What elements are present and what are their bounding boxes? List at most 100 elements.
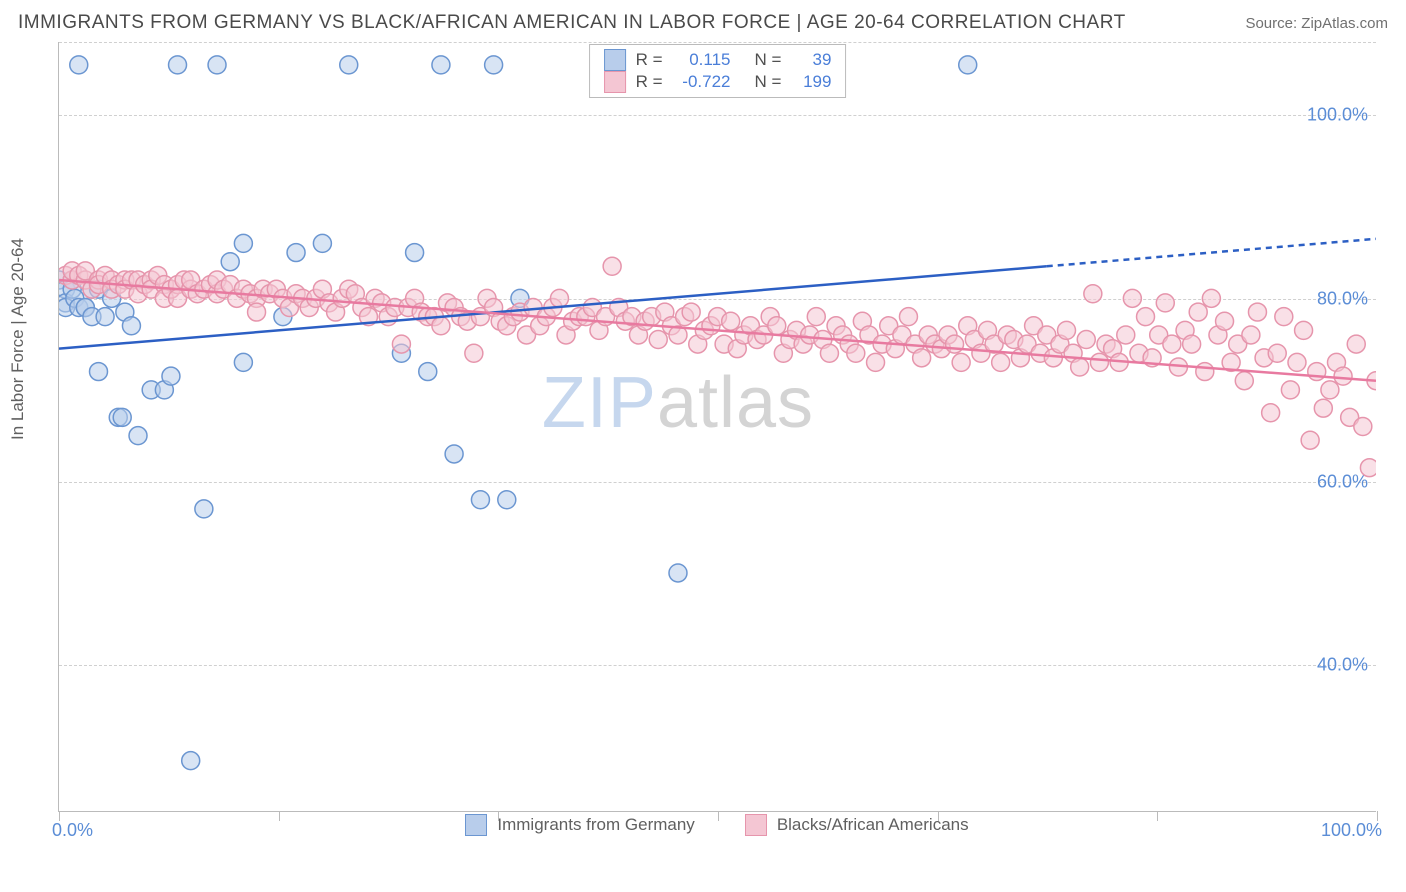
stats-n-label: N =	[755, 72, 782, 92]
data-point	[1360, 459, 1376, 477]
data-point	[221, 253, 239, 271]
bottom-legend: Immigrants from Germany Blacks/African Am…	[58, 814, 1376, 836]
data-point	[820, 344, 838, 362]
data-point	[129, 427, 147, 445]
data-point	[122, 317, 140, 335]
data-point	[234, 234, 252, 252]
data-point	[1295, 321, 1313, 339]
data-point	[1268, 344, 1286, 362]
data-point	[248, 303, 266, 321]
data-point	[1321, 381, 1339, 399]
data-point	[195, 500, 213, 518]
data-point	[113, 408, 131, 426]
data-point	[1058, 321, 1076, 339]
data-point	[1242, 326, 1260, 344]
data-point	[959, 56, 977, 74]
x-label-right: 100.0%	[1321, 820, 1382, 841]
data-point	[1156, 294, 1174, 312]
data-point	[1090, 353, 1108, 371]
data-point	[1084, 285, 1102, 303]
data-point	[445, 445, 463, 463]
data-point	[952, 353, 970, 371]
chart-title: IMMIGRANTS FROM GERMANY VS BLACK/AFRICAN…	[18, 12, 1126, 34]
data-point	[313, 234, 331, 252]
legend-item: Blacks/African Americans	[745, 814, 969, 836]
data-point	[722, 312, 740, 330]
data-point	[1288, 353, 1306, 371]
data-point	[768, 317, 786, 335]
data-point	[432, 56, 450, 74]
legend-item: Immigrants from Germany	[465, 814, 694, 836]
data-point	[392, 335, 410, 353]
legend-swatch	[465, 814, 487, 836]
data-point	[1137, 308, 1155, 326]
trend-line-extrapolated	[1047, 239, 1376, 266]
data-point	[649, 331, 667, 349]
chart-plot-area: ZIPatlas R = 0.115 N = 39 R = -0.722 N =…	[58, 42, 1376, 812]
data-point	[946, 335, 964, 353]
data-point	[1275, 308, 1293, 326]
data-point	[1347, 335, 1365, 353]
stats-n-label: N =	[755, 50, 782, 70]
legend-swatch	[604, 71, 626, 93]
legend-swatch	[604, 49, 626, 71]
data-point	[1334, 367, 1352, 385]
data-point	[1117, 326, 1135, 344]
stats-r-label: R =	[636, 72, 663, 92]
legend-label: Immigrants from Germany	[497, 815, 694, 835]
data-point	[1354, 418, 1372, 436]
stats-r-value: 0.115	[673, 50, 731, 70]
data-point	[807, 308, 825, 326]
data-point	[1071, 358, 1089, 376]
stats-legend-row: R = -0.722 N = 199	[604, 71, 832, 93]
data-point	[603, 257, 621, 275]
data-point	[669, 564, 687, 582]
data-point	[182, 752, 200, 770]
data-point	[1281, 381, 1299, 399]
stats-n-value: 199	[791, 72, 831, 92]
data-point	[867, 353, 885, 371]
data-point	[1248, 303, 1266, 321]
data-point	[1235, 372, 1253, 390]
data-point	[1262, 404, 1280, 422]
data-point	[90, 363, 108, 381]
data-point	[471, 491, 489, 509]
data-point	[208, 56, 226, 74]
data-point	[340, 56, 358, 74]
data-point	[465, 344, 483, 362]
data-point	[1216, 312, 1234, 330]
data-point	[1183, 335, 1201, 353]
data-point	[70, 56, 88, 74]
data-point	[1202, 289, 1220, 307]
stats-legend: R = 0.115 N = 39 R = -0.722 N = 199	[589, 44, 847, 98]
data-point	[287, 244, 305, 262]
stats-r-value: -0.722	[673, 72, 731, 92]
data-point	[899, 308, 917, 326]
data-point	[992, 353, 1010, 371]
x-label-left: 0.0%	[52, 820, 93, 841]
data-point	[96, 308, 114, 326]
stats-legend-row: R = 0.115 N = 39	[604, 49, 832, 71]
data-point	[1123, 289, 1141, 307]
data-point	[406, 244, 424, 262]
data-point	[234, 353, 252, 371]
data-point	[1189, 303, 1207, 321]
x-axis-labels: 0.0% 100.0% Immigrants from GermanyBlack…	[58, 814, 1376, 842]
data-point	[1196, 363, 1214, 381]
stats-r-label: R =	[636, 50, 663, 70]
legend-label: Blacks/African Americans	[777, 815, 969, 835]
data-point	[432, 317, 450, 335]
data-point	[913, 349, 931, 367]
legend-swatch	[745, 814, 767, 836]
data-point	[1314, 399, 1332, 417]
data-point	[1077, 331, 1095, 349]
data-point	[847, 344, 865, 362]
data-point	[550, 289, 568, 307]
data-point	[682, 303, 700, 321]
title-bar: IMMIGRANTS FROM GERMANY VS BLACK/AFRICAN…	[0, 0, 1406, 42]
data-point	[419, 363, 437, 381]
y-axis-title: In Labor Force | Age 20-64	[8, 238, 28, 440]
source-label: Source: ZipAtlas.com	[1245, 15, 1388, 32]
data-point	[498, 491, 516, 509]
stats-n-value: 39	[791, 50, 831, 70]
